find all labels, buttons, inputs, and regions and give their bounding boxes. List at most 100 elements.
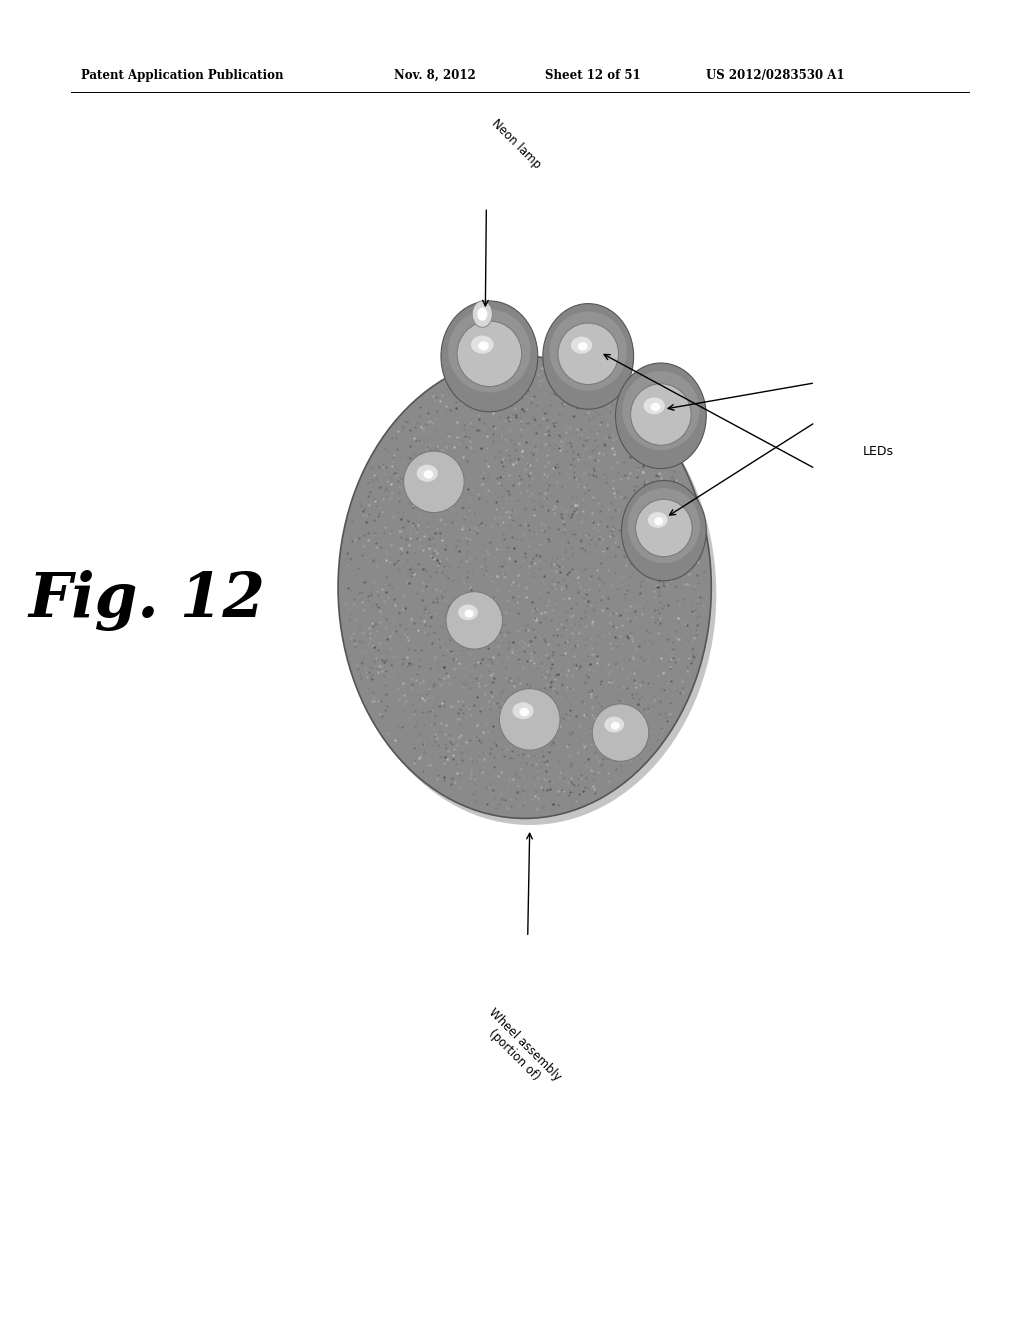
Ellipse shape [521, 711, 539, 727]
Ellipse shape [615, 363, 707, 469]
Ellipse shape [465, 634, 483, 639]
Ellipse shape [651, 404, 671, 425]
Ellipse shape [594, 705, 647, 760]
Ellipse shape [473, 619, 476, 622]
Ellipse shape [578, 342, 588, 351]
Ellipse shape [478, 343, 500, 364]
Ellipse shape [409, 457, 459, 507]
Ellipse shape [464, 329, 514, 379]
Ellipse shape [595, 708, 645, 758]
Ellipse shape [457, 321, 521, 387]
Ellipse shape [407, 454, 461, 510]
Ellipse shape [473, 338, 506, 370]
Ellipse shape [637, 500, 690, 556]
Ellipse shape [506, 696, 553, 743]
Ellipse shape [406, 453, 463, 511]
Ellipse shape [632, 385, 689, 444]
Ellipse shape [453, 598, 497, 643]
Ellipse shape [653, 517, 675, 539]
Ellipse shape [457, 321, 521, 387]
Ellipse shape [338, 356, 712, 818]
Ellipse shape [465, 610, 474, 618]
Ellipse shape [478, 342, 488, 351]
Ellipse shape [636, 499, 692, 557]
Ellipse shape [550, 312, 627, 391]
Ellipse shape [573, 338, 603, 370]
Ellipse shape [577, 342, 600, 366]
Circle shape [477, 308, 487, 321]
Ellipse shape [503, 692, 557, 747]
Ellipse shape [631, 384, 691, 445]
Ellipse shape [457, 603, 492, 638]
Ellipse shape [654, 519, 674, 537]
Ellipse shape [571, 337, 605, 371]
Circle shape [472, 301, 493, 327]
Ellipse shape [582, 347, 595, 360]
Ellipse shape [592, 704, 649, 762]
Ellipse shape [523, 713, 537, 726]
Ellipse shape [403, 451, 464, 512]
Ellipse shape [462, 607, 486, 634]
Ellipse shape [454, 599, 495, 642]
Ellipse shape [449, 309, 530, 392]
Ellipse shape [424, 470, 433, 479]
Ellipse shape [446, 591, 503, 649]
Ellipse shape [508, 697, 552, 742]
Ellipse shape [663, 527, 666, 529]
Ellipse shape [604, 717, 625, 733]
Ellipse shape [656, 520, 672, 536]
Text: Neon lamp: Neon lamp [489, 117, 544, 172]
Ellipse shape [427, 475, 440, 488]
Ellipse shape [645, 510, 683, 546]
Ellipse shape [505, 694, 555, 744]
Text: LEDs: LEDs [862, 445, 894, 458]
Ellipse shape [459, 605, 489, 636]
Ellipse shape [580, 346, 597, 362]
Ellipse shape [655, 409, 666, 420]
Ellipse shape [432, 480, 435, 483]
Ellipse shape [650, 513, 678, 543]
Ellipse shape [611, 746, 630, 751]
Ellipse shape [615, 727, 626, 738]
Ellipse shape [646, 399, 676, 430]
Ellipse shape [618, 731, 622, 734]
Ellipse shape [649, 403, 673, 426]
Ellipse shape [608, 719, 633, 746]
Ellipse shape [622, 480, 707, 581]
Ellipse shape [463, 610, 485, 631]
Ellipse shape [421, 469, 447, 495]
Ellipse shape [558, 323, 618, 384]
Ellipse shape [516, 706, 543, 733]
Ellipse shape [599, 710, 642, 755]
Ellipse shape [640, 504, 687, 552]
Ellipse shape [560, 325, 616, 383]
Ellipse shape [422, 470, 445, 494]
Ellipse shape [426, 474, 442, 490]
Ellipse shape [501, 690, 558, 748]
Ellipse shape [526, 715, 534, 723]
Ellipse shape [419, 466, 449, 498]
Ellipse shape [592, 704, 649, 762]
Ellipse shape [460, 606, 488, 635]
Ellipse shape [631, 384, 691, 445]
Ellipse shape [636, 499, 692, 557]
Ellipse shape [571, 337, 592, 354]
Ellipse shape [643, 507, 684, 549]
Ellipse shape [482, 346, 497, 362]
Ellipse shape [403, 451, 464, 512]
Ellipse shape [584, 348, 593, 359]
Ellipse shape [477, 341, 502, 367]
Ellipse shape [642, 506, 686, 550]
Text: Fig. 12: Fig. 12 [28, 570, 265, 631]
Ellipse shape [515, 704, 545, 735]
Ellipse shape [617, 730, 624, 735]
Ellipse shape [412, 459, 456, 504]
Ellipse shape [471, 335, 494, 354]
Ellipse shape [429, 477, 439, 487]
Ellipse shape [634, 387, 688, 442]
Ellipse shape [458, 605, 478, 620]
Ellipse shape [500, 689, 560, 750]
Ellipse shape [659, 523, 669, 533]
Ellipse shape [463, 326, 516, 381]
Ellipse shape [648, 512, 680, 544]
